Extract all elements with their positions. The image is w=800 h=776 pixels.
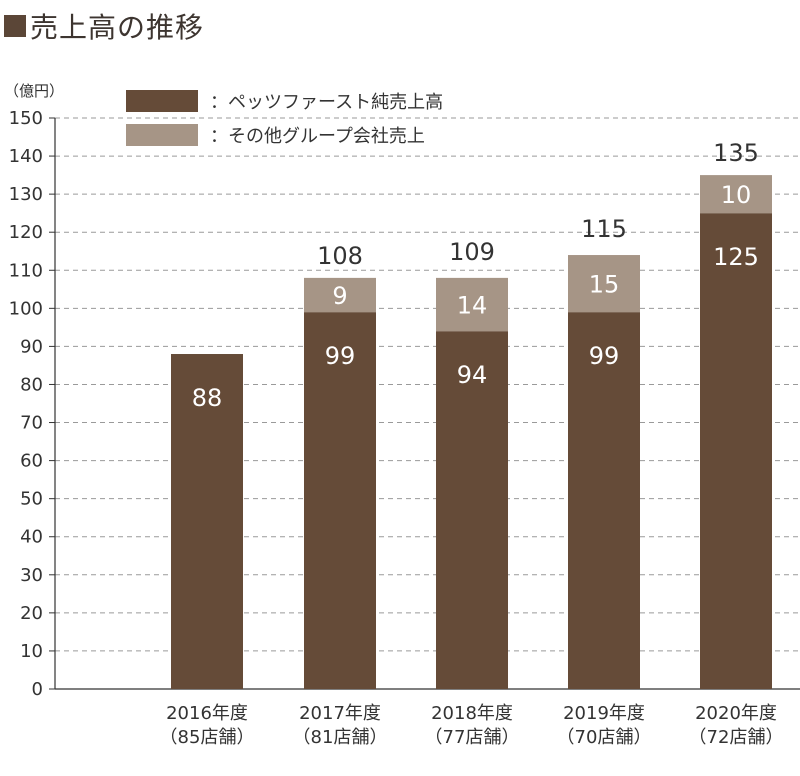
bar-value-label-2019年度-1: 15	[589, 271, 620, 299]
y-unit-label: （億円）	[4, 82, 65, 100]
bar-value-label-2019年度-0: 99	[589, 342, 620, 370]
total-label-2020年度: 135	[713, 139, 759, 167]
page-title: 売上高の推移	[30, 11, 205, 44]
title-square-icon	[4, 15, 26, 37]
bar-2020年度-series-0	[700, 213, 772, 689]
y-tick-label-20: 20	[20, 603, 43, 624]
bar-value-label-2017年度-0: 99	[325, 342, 356, 370]
x-category-stores: （85店舗）	[159, 727, 255, 748]
y-tick-label-60: 60	[20, 451, 43, 472]
x-category-year: 2017年度	[299, 703, 381, 724]
legend: ：ペッツファースト純売上高 ：その他グループ会社売上	[126, 86, 443, 154]
x-category-label: 2020年度 （72店舗）	[676, 702, 796, 750]
x-category-label: 2017年度 （81店舗）	[280, 702, 400, 750]
y-tick-label-80: 80	[20, 374, 43, 395]
y-tick-label-40: 40	[20, 527, 43, 548]
x-category-stores: （81店舗）	[292, 727, 388, 748]
y-tick-label-0: 0	[32, 679, 43, 700]
bar-value-label-2020年度-0: 125	[713, 243, 759, 271]
y-tick-label-70: 70	[20, 413, 43, 434]
bar-value-label-2018年度-0: 94	[457, 361, 488, 389]
y-tick-label-140: 140	[9, 146, 43, 167]
legend-item-group: ：その他グループ会社売上	[126, 120, 443, 150]
y-tick-label-90: 90	[20, 336, 43, 357]
x-category-year: 2016年度	[166, 703, 248, 724]
bar-2017年度-series-0	[304, 312, 376, 689]
bar-2017年度-series-1	[304, 277, 376, 313]
y-tick-label-130: 130	[9, 184, 43, 205]
y-tick-label-10: 10	[20, 641, 43, 662]
bar-2018年度-series-1	[436, 277, 508, 332]
bar-2016年度-series-0	[171, 354, 243, 689]
bar-2019年度-series-0	[568, 312, 640, 689]
bar-value-label-2016年度-0: 88	[192, 384, 223, 412]
x-category-label: 2018年度 （77店舗）	[412, 702, 532, 750]
x-category-year: 2019年度	[563, 703, 645, 724]
x-category-year: 2018年度	[431, 703, 513, 724]
bar-value-label-2017年度-1: 9	[332, 282, 347, 310]
total-label-2017年度: 108	[317, 242, 363, 270]
legend-label-group: ：その他グループ会社売上	[210, 126, 425, 147]
title-row: 売上高の推移	[4, 6, 204, 46]
bar-2018年度-series-0	[436, 331, 508, 689]
total-label-2019年度: 115	[581, 215, 627, 243]
bar-value-label-2018年度-1: 14	[457, 292, 488, 320]
legend-label-pets-first: ：ペッツファースト純売上高	[210, 92, 444, 113]
y-tick-label-110: 110	[9, 260, 43, 281]
y-tick-label-150: 150	[9, 108, 43, 129]
legend-swatch-group	[126, 124, 198, 146]
x-category-stores: （72店舗）	[688, 727, 784, 748]
x-category-label: 2019年度 （70店舗）	[544, 702, 664, 750]
total-label-2018年度: 109	[449, 238, 495, 266]
bar-2019年度-series-1	[568, 255, 640, 313]
bar-value-label-2020年度-1: 10	[721, 181, 752, 209]
x-category-year: 2020年度	[695, 703, 777, 724]
x-category-label: 2016年度 （85店舗）	[147, 702, 267, 750]
bar-2020年度-series-1	[700, 175, 772, 214]
x-category-stores: （77店舗）	[424, 727, 520, 748]
x-category-stores: （70店舗）	[556, 727, 652, 748]
y-tick-label-100: 100	[9, 298, 43, 319]
y-tick-label-120: 120	[9, 222, 43, 243]
legend-swatch-pets-first	[126, 90, 198, 112]
y-tick-label-50: 50	[20, 489, 43, 510]
legend-item-pets-first: ：ペッツファースト純売上高	[126, 86, 443, 116]
y-tick-label-30: 30	[20, 565, 43, 586]
